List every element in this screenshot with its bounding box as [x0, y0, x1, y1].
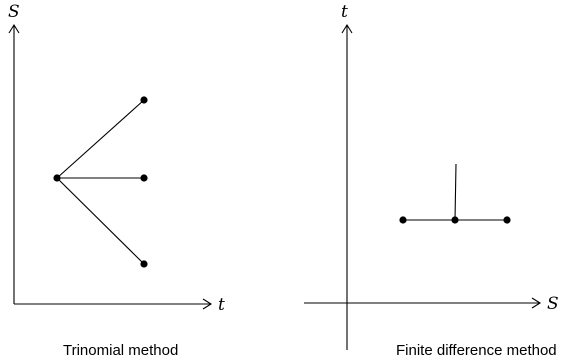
- finite-difference-panel: t S Finite difference method: [304, 2, 559, 359]
- trinomial-root-node: [53, 174, 61, 182]
- trinomial-caption: Trinomial method: [63, 342, 178, 359]
- fd-s-axis-arrowhead: [531, 297, 542, 309]
- trinomial-s-axis-label: S: [8, 2, 20, 22]
- fd-left-node: [399, 216, 407, 224]
- trinomial-panel: S t Trinomial method: [8, 2, 225, 359]
- trinomial-down-node: [140, 260, 148, 268]
- fd-t-axis-arrowhead: [341, 23, 353, 34]
- trinomial-up-branch: [56, 99, 145, 179]
- trinomial-t-axis-arrowhead: [202, 298, 213, 310]
- fd-vertical-stencil: [454, 163, 457, 221]
- fd-s-axis-label: S: [547, 294, 559, 314]
- trinomial-up-node: [140, 96, 148, 104]
- fd-right-node: [503, 216, 511, 224]
- trinomial-s-axis-arrowhead: [8, 23, 20, 34]
- fd-caption: Finite difference method: [396, 342, 557, 359]
- trinomial-t-axis-label: t: [218, 295, 225, 315]
- fd-center-node: [451, 216, 459, 224]
- fd-t-axis-label: t: [341, 2, 348, 22]
- trinomial-down-branch: [56, 177, 145, 265]
- trinomial-middle-node: [140, 174, 148, 182]
